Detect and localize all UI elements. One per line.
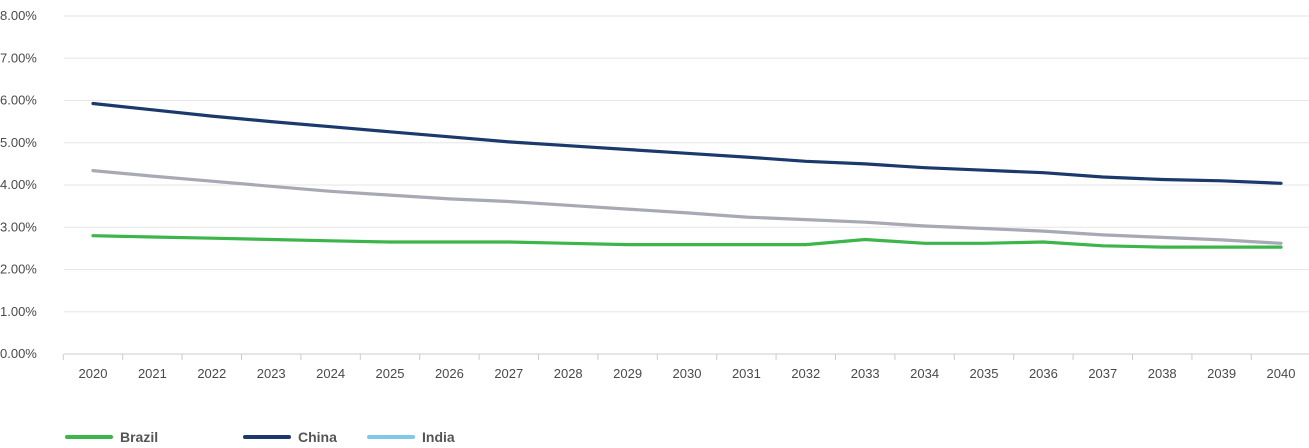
y-tick-label: 6.00% bbox=[0, 93, 37, 108]
y-tick-label: 5.00% bbox=[0, 135, 37, 150]
x-tick-label: 2020 bbox=[79, 366, 108, 381]
legend-label-brazil[interactable]: Brazil bbox=[120, 429, 158, 445]
legend-label-china[interactable]: China bbox=[298, 429, 337, 445]
y-tick-label: 4.00% bbox=[0, 177, 37, 192]
y-tick-label: 1.00% bbox=[0, 304, 37, 319]
x-tick-label: 2034 bbox=[910, 366, 939, 381]
legend-label-india[interactable]: India bbox=[422, 429, 455, 445]
x-tick-label: 2040 bbox=[1267, 366, 1296, 381]
x-tick-label: 2026 bbox=[435, 366, 464, 381]
x-tick-label: 2030 bbox=[673, 366, 702, 381]
x-tick-label: 2037 bbox=[1088, 366, 1117, 381]
x-tick-label: 2022 bbox=[197, 366, 226, 381]
y-tick-label: 8.00% bbox=[0, 8, 37, 23]
x-tick-label: 2028 bbox=[554, 366, 583, 381]
x-tick-label: 2032 bbox=[791, 366, 820, 381]
x-tick-label: 2027 bbox=[494, 366, 523, 381]
legend: Brazil China India bbox=[65, 429, 455, 445]
y-tick-label: 2.00% bbox=[0, 262, 37, 277]
series-line-brazil bbox=[91, 234, 1283, 249]
y-tick-label: 7.00% bbox=[0, 50, 37, 65]
x-tick-label: 2023 bbox=[257, 366, 286, 381]
x-tick-label: 2031 bbox=[732, 366, 761, 381]
x-tick-label: 2024 bbox=[316, 366, 345, 381]
x-tick-label: 2021 bbox=[138, 366, 167, 381]
y-tick-label: 3.00% bbox=[0, 219, 37, 234]
series-line-china bbox=[91, 101, 1283, 185]
series-lines bbox=[91, 101, 1283, 249]
y-axis: 0.00% 1.00% 2.00% 3.00% 4.00% 5.00% 6.00% 7.00%… bbox=[0, 8, 37, 361]
x-tick-label: 2025 bbox=[376, 366, 405, 381]
y-tick-label: 0.00% bbox=[0, 346, 37, 361]
x-tick-label: 2029 bbox=[613, 366, 642, 381]
x-tick-label: 2038 bbox=[1148, 366, 1177, 381]
x-tick-label: 2036 bbox=[1029, 366, 1058, 381]
x-axis: 2020 2021 2022 2023 2024 2025 2026 2027 2028 2029… bbox=[62, 354, 1296, 381]
x-tick-label: 2035 bbox=[970, 366, 999, 381]
series-line-india bbox=[91, 169, 1283, 245]
x-tick-label: 2033 bbox=[851, 366, 880, 381]
x-tick-label: 2039 bbox=[1207, 366, 1236, 381]
